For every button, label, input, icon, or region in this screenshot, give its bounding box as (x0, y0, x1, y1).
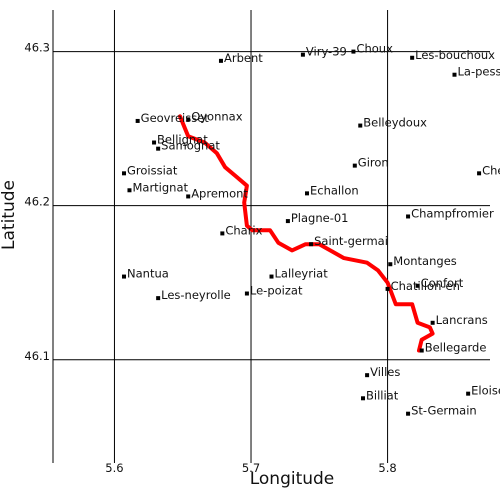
place-marker (452, 72, 457, 77)
place-label: Martignat (132, 180, 188, 194)
place-label: Groissiat (127, 163, 178, 177)
place-marker (285, 219, 290, 224)
place-label: Samognat (161, 139, 220, 153)
place-label: Billiat (366, 388, 399, 402)
y-tick-label: 46.2 (24, 195, 50, 209)
place-marker (466, 391, 471, 396)
x-tick-label: 5.7 (242, 461, 260, 475)
place-marker (244, 291, 249, 296)
place-marker (127, 188, 132, 193)
place-marker (186, 194, 191, 199)
place-marker (385, 286, 390, 291)
place-marker (477, 171, 482, 176)
place-label: Arbent (224, 51, 263, 65)
x-tick-label: 5.8 (378, 461, 396, 475)
place-marker (419, 348, 424, 353)
place-marker (218, 58, 223, 63)
place-marker (269, 274, 274, 279)
place-marker (300, 52, 305, 57)
place-label: Chatillon-en (391, 279, 460, 293)
place-label: Lalleyriat (275, 267, 329, 281)
places-layer: Arbent Viry-39 Choux Les-bouchoux La-pesse Ge… (122, 42, 500, 418)
x-axis-title: Longitude (250, 469, 335, 489)
place-marker (410, 55, 415, 60)
place-label: Le-poizat (250, 284, 303, 298)
y-tick-label: 46.1 (24, 349, 50, 363)
place-marker (388, 262, 393, 267)
place-label: Saint-germai (314, 234, 388, 248)
x-tick-label: 5.6 (105, 461, 123, 475)
place-marker (309, 242, 314, 247)
route-layer (178, 114, 435, 353)
place-marker (365, 373, 370, 378)
tick-labels: 5.6 5.7 5.8 46.1 46.2 46.3 (24, 41, 396, 475)
place-label: Les-bouchoux (415, 48, 495, 62)
place-label: Chez (482, 163, 500, 177)
place-label: Charix (225, 223, 262, 237)
place-label: Eloise (471, 384, 500, 398)
place-marker (122, 274, 127, 279)
place-marker (358, 123, 363, 128)
place-marker (352, 163, 357, 168)
place-marker (156, 146, 161, 151)
place-marker (186, 117, 191, 122)
place-label: Confort (421, 276, 464, 290)
y-axis-title: Latitude (0, 180, 19, 250)
place-marker (152, 140, 157, 145)
place-label: Belleydoux (363, 116, 427, 130)
place-marker (415, 283, 420, 288)
place-marker (135, 118, 140, 123)
place-marker (406, 411, 411, 416)
place-label: Echallon (310, 183, 359, 197)
place-marker (156, 296, 161, 301)
place-label: Plagne-01 (291, 211, 349, 225)
place-marker (406, 214, 411, 219)
place-label: Lancrans (436, 313, 488, 327)
place-marker (360, 396, 365, 401)
place-label: Villes (370, 365, 400, 379)
place-marker (220, 231, 225, 236)
place-label: Giron (358, 156, 389, 170)
y-tick-label: 46.3 (24, 41, 50, 55)
place-label: La-pesse (457, 65, 500, 79)
place-label: Choux (356, 42, 393, 56)
grid-lines (52, 10, 490, 463)
place-label: Champfromier (411, 206, 494, 220)
place-label: Nantua (127, 267, 169, 281)
place-label: Bellignat (157, 133, 208, 147)
place-marker (430, 320, 435, 325)
place-label: Montanges (393, 254, 456, 268)
place-label: St-Germain (411, 404, 477, 418)
place-label: Les-neyrolle (161, 288, 231, 302)
place-marker (351, 49, 356, 54)
route-line (178, 114, 435, 353)
place-marker (122, 171, 127, 176)
place-marker (305, 191, 310, 196)
place-label: Apremont (191, 186, 248, 200)
place-label: Geovreisset (141, 111, 210, 125)
place-label: Oyonnax (191, 109, 243, 123)
place-label: Viry-39 (306, 45, 347, 59)
place-label: Bellegarde (425, 341, 487, 355)
